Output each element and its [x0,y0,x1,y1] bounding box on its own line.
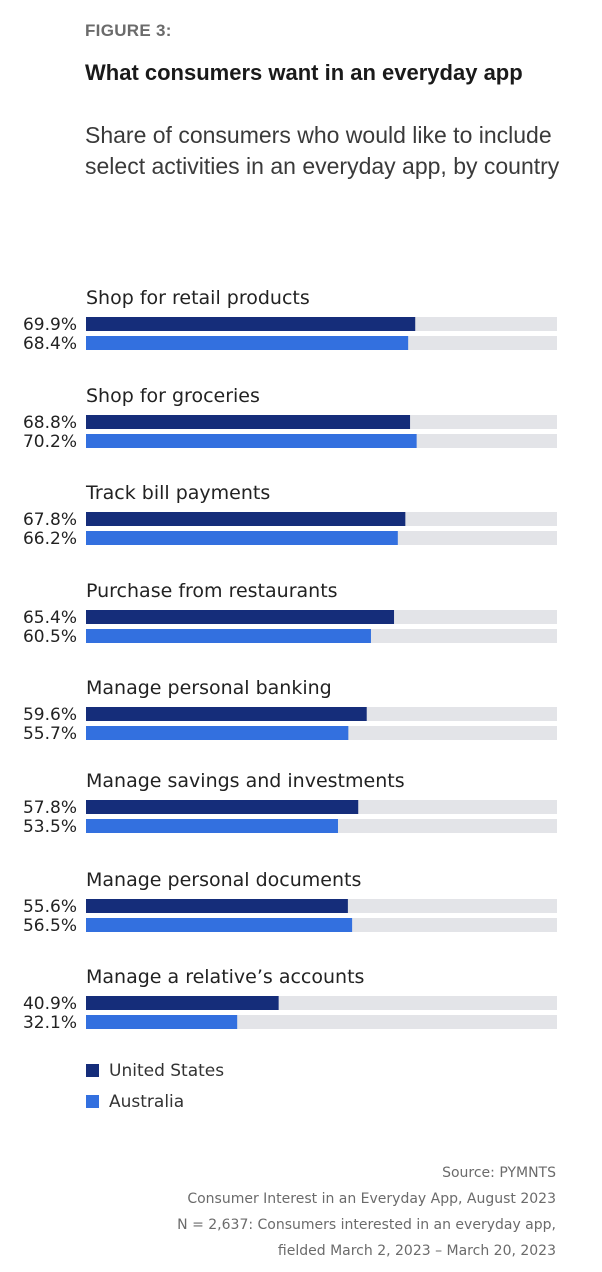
bar-group: Purchase from restaurants 65.4%60.5% [23,580,557,647]
bar-group: Track bill payments 67.8%66.2% [23,482,557,549]
bar-group: Manage personal documents 55.6%56.5% [23,869,557,936]
bar-australia [86,531,398,545]
value-label: 68.8% [23,413,77,433]
survey-name-line: Consumer Interest in an Everyday App, Au… [187,1191,556,1207]
bar-united-states [86,800,359,814]
bar-united-states [86,415,411,429]
bar-group: Manage savings and investments 57.8%53.5% [23,770,557,837]
bar-united-states [86,996,279,1010]
legend-item-australia: Australia [86,1086,224,1117]
bar-group: Shop for groceries 68.8%70.2% [23,385,557,452]
bar-australia [86,918,353,932]
bar-australia [86,726,349,740]
sample-line: N = 2,637: Consumers interested in an ev… [177,1217,556,1233]
value-label: 65.4% [23,608,77,628]
value-label: 66.2% [23,529,77,549]
bar-united-states [86,899,348,913]
category-label: Track bill payments [85,482,270,504]
category-label: Manage a relative’s accounts [86,966,364,988]
legend-item-united-states: United States [86,1055,224,1086]
value-label: 60.5% [23,627,77,647]
value-label: 55.6% [23,897,77,917]
value-label: 40.9% [23,994,77,1014]
bar-group: Manage personal banking 59.6%55.7% [23,677,557,744]
bar-australia [86,819,338,833]
bar-australia [86,434,417,448]
category-label: Shop for retail products [86,287,310,309]
legend: United States Australia [86,1055,224,1117]
source-note: Source: PYMNTS Consumer Interest in an E… [177,1160,556,1264]
value-label: 70.2% [23,432,77,452]
chart-subtitle: Share of consumers who would like to inc… [85,122,560,179]
bar-united-states [86,610,395,624]
value-label: 68.4% [23,334,77,354]
value-label: 67.8% [23,510,77,530]
bar-group: Shop for retail products 69.9%68.4% [23,287,557,354]
category-label: Manage personal documents [86,869,361,891]
legend-swatch-australia [86,1095,99,1108]
category-label: Purchase from restaurants [86,580,338,602]
bar-united-states [86,707,367,721]
value-label: 32.1% [23,1013,77,1033]
value-label: 55.7% [23,724,77,744]
category-label: Manage savings and investments [86,770,405,792]
field-dates-line: fielded March 2, 2023 – March 20, 2023 [277,1243,556,1259]
figure-label: FIGURE 3: [85,21,172,40]
value-label: 53.5% [23,817,77,837]
source-line: Source: PYMNTS [442,1165,556,1181]
bar-australia [86,1015,238,1029]
legend-label-australia: Australia [109,1091,185,1112]
category-label: Shop for groceries [86,385,260,407]
legend-swatch-united-states [86,1064,99,1077]
bar-united-states [86,317,416,331]
legend-label-united-states: United States [109,1060,225,1081]
bar-australia [86,629,371,643]
value-label: 56.5% [23,916,77,936]
value-label: 59.6% [23,705,77,725]
bar-group: Manage a relative’s accounts 40.9%32.1% [23,966,557,1033]
chart-title: What consumers want in an everyday app [85,60,523,85]
value-label: 57.8% [23,798,77,818]
bar-united-states [86,512,406,526]
bar-australia [86,336,409,350]
value-label: 69.9% [23,315,77,335]
category-label: Manage personal banking [86,677,332,699]
